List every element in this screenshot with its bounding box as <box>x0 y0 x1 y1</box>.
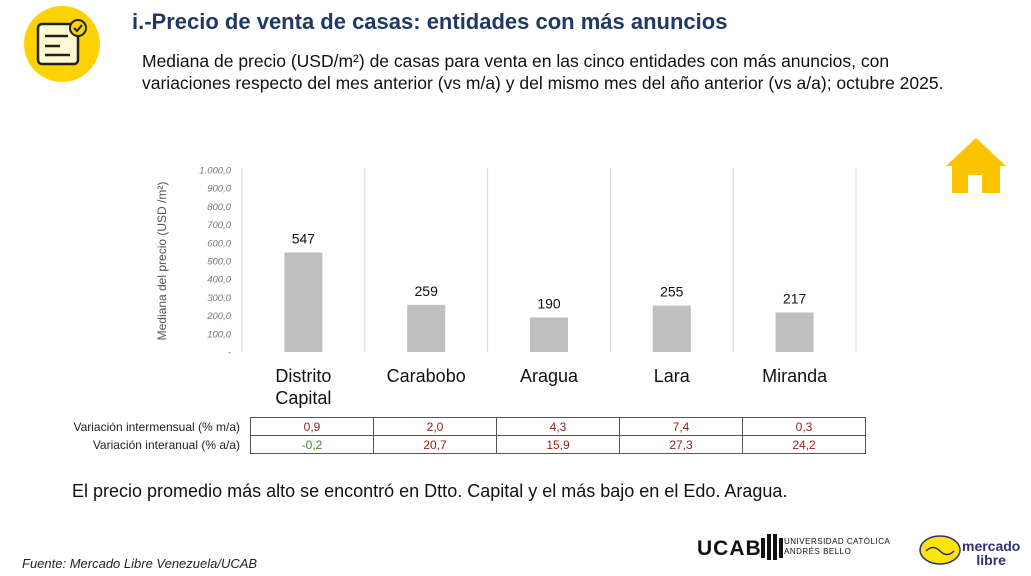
bar <box>775 312 814 352</box>
y-tick-label: 500,0 <box>207 257 231 268</box>
y-tick-label: 600,0 <box>207 238 231 249</box>
table-cell: 24,2 <box>742 435 866 454</box>
ucab-line: UNIVERSIDAD CATÓLICA <box>784 537 891 546</box>
x-tick-label: Carabobo <box>386 366 466 386</box>
table-cell: 4,3 <box>496 417 620 436</box>
y-tick-label: - <box>228 348 231 359</box>
table-cell: 2,0 <box>373 417 497 436</box>
table-cell: 0,3 <box>742 417 866 436</box>
y-tick-label: 400,0 <box>207 275 231 286</box>
table-row: Variación interanual (% a/a) -0,2 20,7 15,9… <box>30 435 866 454</box>
table-cell: 20,7 <box>373 435 497 454</box>
x-tick-label: Miranda <box>762 366 828 386</box>
y-tick-label: 300,0 <box>207 293 231 304</box>
subtitle: Mediana de precio (USD/m²) de casas para… <box>142 51 944 93</box>
value-label: 255 <box>660 284 684 300</box>
house-icon <box>946 138 1006 193</box>
row-label: Variación intermensual (% m/a) <box>73 419 240 434</box>
note: El precio promedio más alto se encontró … <box>72 481 788 501</box>
ucab-subtitle: UNIVERSIDAD CATÓLICA ANDRÉS BELLO <box>784 537 890 557</box>
bar <box>530 317 568 352</box>
y-tick-label: 1.000,0 <box>199 166 231 177</box>
table-cell: -0,2 <box>250 435 374 454</box>
value-label: 217 <box>783 291 807 307</box>
ucab-logo: UCAB <box>697 537 762 560</box>
table-cell: 27,3 <box>619 435 743 454</box>
ml-line: libre <box>976 552 1006 568</box>
section-icon <box>24 6 100 82</box>
value-label: 190 <box>537 295 561 311</box>
bar <box>652 305 691 352</box>
y-tick-label: 900,0 <box>207 184 231 195</box>
title: i.-Precio de venta de casas: entidades c… <box>132 9 728 34</box>
y-tick-label: 200,0 <box>206 311 231 322</box>
bar <box>284 252 323 352</box>
bar <box>407 304 446 352</box>
source: Fuente: Mercado Libre Venezuela/UCAB <box>22 556 258 571</box>
x-tick-label: Lara <box>653 366 690 386</box>
table-cell: 0,9 <box>250 417 374 436</box>
value-label: 259 <box>415 283 439 299</box>
y-tick-label: 700,0 <box>207 220 231 231</box>
y-tick-label: 100,0 <box>207 329 231 340</box>
value-label: 547 <box>292 230 316 246</box>
y-axis-label: Mediana del precio (USD /m²) <box>155 182 169 341</box>
ucab-emblem <box>761 534 783 560</box>
table-row: Variación intermensual (% m/a) 0,9 2,0 4,3 7… <box>30 417 866 436</box>
ml-line: mercado <box>962 538 1021 554</box>
x-tick-label: Distrito Capital <box>275 366 332 408</box>
table-cell: 7,4 <box>619 417 743 436</box>
variation-table: Variación intermensual (% m/a) 0,9 2,0 4,3 7… <box>30 417 866 454</box>
ml-logo: mercado libre <box>962 539 1020 567</box>
y-tick-label: 800,0 <box>207 202 231 213</box>
table-cell: 15,9 <box>496 435 620 454</box>
ml-icon <box>919 535 961 565</box>
row-label: Variación interanual (% a/a) <box>92 437 240 452</box>
ucab-line: ANDRÉS BELLO <box>784 547 852 556</box>
x-tick-label: Aragua <box>519 366 579 386</box>
